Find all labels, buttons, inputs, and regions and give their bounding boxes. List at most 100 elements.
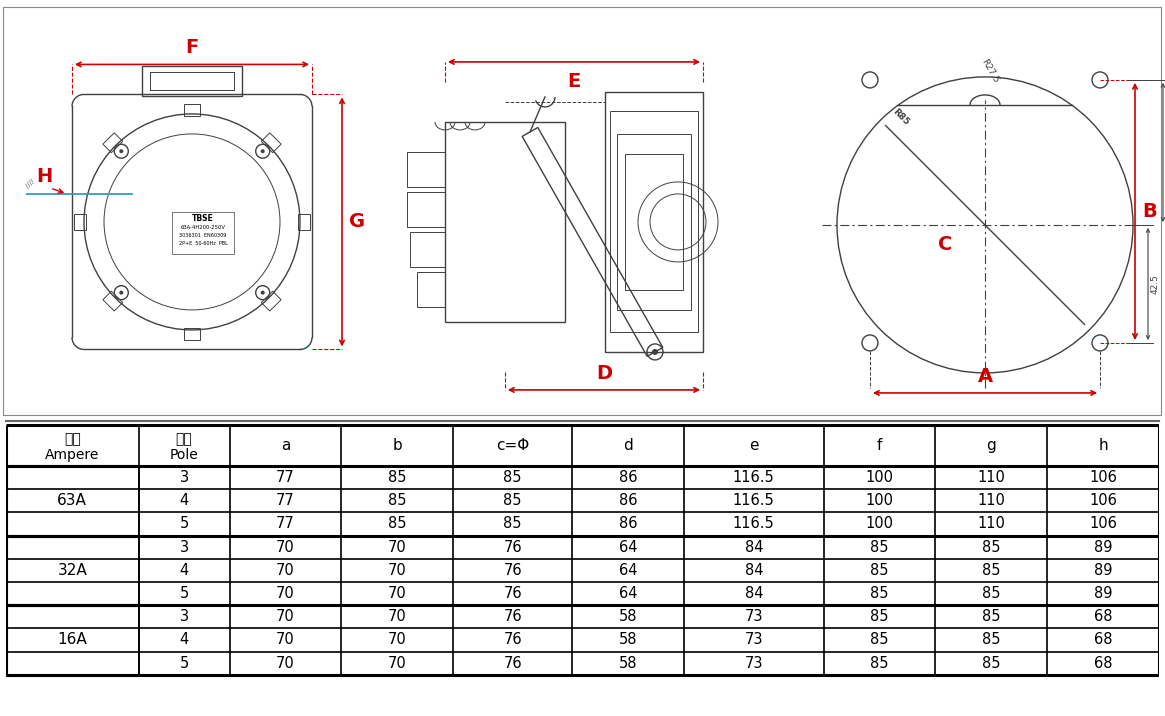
Text: 85: 85: [870, 609, 889, 624]
Text: 73: 73: [744, 656, 763, 671]
Text: 64: 64: [619, 540, 637, 555]
Text: b: b: [393, 438, 402, 453]
Text: H: H: [36, 167, 52, 186]
Text: 85: 85: [870, 540, 889, 555]
Text: 110: 110: [977, 516, 1005, 531]
Text: h: h: [1099, 438, 1108, 453]
Text: 4: 4: [179, 563, 189, 578]
Circle shape: [261, 291, 264, 295]
Text: R27.5: R27.5: [980, 58, 1001, 85]
Text: 4: 4: [179, 493, 189, 508]
Text: 85: 85: [870, 656, 889, 671]
Text: 73: 73: [744, 609, 763, 624]
Text: 85: 85: [388, 470, 407, 485]
Bar: [142, 67, 242, 97]
Bar: [617, 133, 691, 310]
Text: ////: ////: [24, 178, 35, 189]
Text: 76: 76: [503, 609, 522, 624]
Text: 70: 70: [388, 586, 407, 601]
Text: 85: 85: [388, 493, 407, 508]
Text: d: d: [623, 438, 633, 453]
Text: 70: 70: [276, 586, 295, 601]
Text: 5: 5: [179, 516, 189, 531]
Bar: [410, 232, 445, 267]
Text: 70: 70: [388, 540, 407, 555]
Text: 70: 70: [388, 632, 407, 647]
Text: 68: 68: [1094, 656, 1113, 671]
Text: 极数: 极数: [176, 432, 192, 446]
Text: 70: 70: [276, 632, 295, 647]
Text: B: B: [1142, 202, 1157, 221]
Bar: [407, 152, 445, 187]
Text: 89: 89: [1094, 540, 1113, 555]
Circle shape: [261, 149, 264, 153]
Text: 70: 70: [388, 656, 407, 671]
Text: 5: 5: [179, 586, 189, 601]
Text: 86: 86: [619, 516, 637, 531]
Text: 110: 110: [977, 493, 1005, 508]
Text: 32A: 32A: [57, 563, 87, 578]
Text: 89: 89: [1094, 586, 1113, 601]
Text: 70: 70: [276, 563, 295, 578]
Text: 100: 100: [866, 493, 894, 508]
Text: 84: 84: [744, 586, 763, 601]
Text: 70: 70: [276, 540, 295, 555]
Text: 73: 73: [744, 632, 763, 647]
Text: 100: 100: [866, 516, 894, 531]
Text: e: e: [749, 438, 758, 453]
Text: f: f: [877, 438, 882, 453]
Text: 安培: 安培: [64, 432, 80, 446]
Text: 85: 85: [870, 563, 889, 578]
Bar: [445, 122, 565, 322]
Bar: [624, 155, 684, 289]
Text: G: G: [350, 213, 365, 231]
Text: 86: 86: [619, 470, 637, 485]
Text: 4: 4: [179, 632, 189, 647]
Text: 100: 100: [866, 470, 894, 485]
Circle shape: [119, 149, 123, 153]
Text: 58: 58: [619, 632, 637, 647]
Text: 116.5: 116.5: [733, 516, 775, 531]
Text: D: D: [596, 364, 612, 383]
Text: 76: 76: [503, 656, 522, 671]
Text: 3: 3: [179, 540, 189, 555]
Text: c=Φ: c=Φ: [496, 438, 529, 453]
Text: 58: 58: [619, 609, 637, 624]
Bar: [605, 92, 702, 352]
Text: 84: 84: [744, 563, 763, 578]
Text: 64: 64: [619, 586, 637, 601]
Text: 3036301  EN60309: 3036301 EN60309: [179, 233, 227, 238]
Text: 85: 85: [870, 632, 889, 647]
Text: 68: 68: [1094, 632, 1113, 647]
Text: 106: 106: [1089, 470, 1117, 485]
Bar: [417, 272, 445, 307]
Text: 70: 70: [276, 609, 295, 624]
Text: 76: 76: [503, 563, 522, 578]
Text: TBSE: TBSE: [192, 214, 214, 223]
Text: 85: 85: [503, 493, 522, 508]
Text: 85: 85: [870, 586, 889, 601]
Text: 3: 3: [179, 609, 189, 624]
Text: 85: 85: [982, 609, 1001, 624]
Text: R85: R85: [890, 107, 911, 127]
Text: 116.5: 116.5: [733, 470, 775, 485]
Text: 85: 85: [503, 516, 522, 531]
Text: 110: 110: [977, 470, 1005, 485]
Text: 58: 58: [619, 656, 637, 671]
Text: 85: 85: [503, 470, 522, 485]
Text: 77: 77: [276, 470, 295, 485]
Text: 85: 85: [982, 563, 1001, 578]
Text: 106: 106: [1089, 516, 1117, 531]
Text: 106: 106: [1089, 493, 1117, 508]
Text: Ampere: Ampere: [45, 448, 99, 462]
Text: 70: 70: [388, 563, 407, 578]
Text: 16A: 16A: [57, 632, 87, 647]
Text: 5: 5: [179, 656, 189, 671]
Bar: [172, 212, 234, 254]
Text: 2P+E  50-60Hz  PBL: 2P+E 50-60Hz PBL: [178, 241, 227, 246]
Text: 76: 76: [503, 540, 522, 555]
Bar: [610, 112, 698, 332]
Text: 76: 76: [503, 586, 522, 601]
Text: 85: 85: [388, 516, 407, 531]
Text: 70: 70: [388, 609, 407, 624]
